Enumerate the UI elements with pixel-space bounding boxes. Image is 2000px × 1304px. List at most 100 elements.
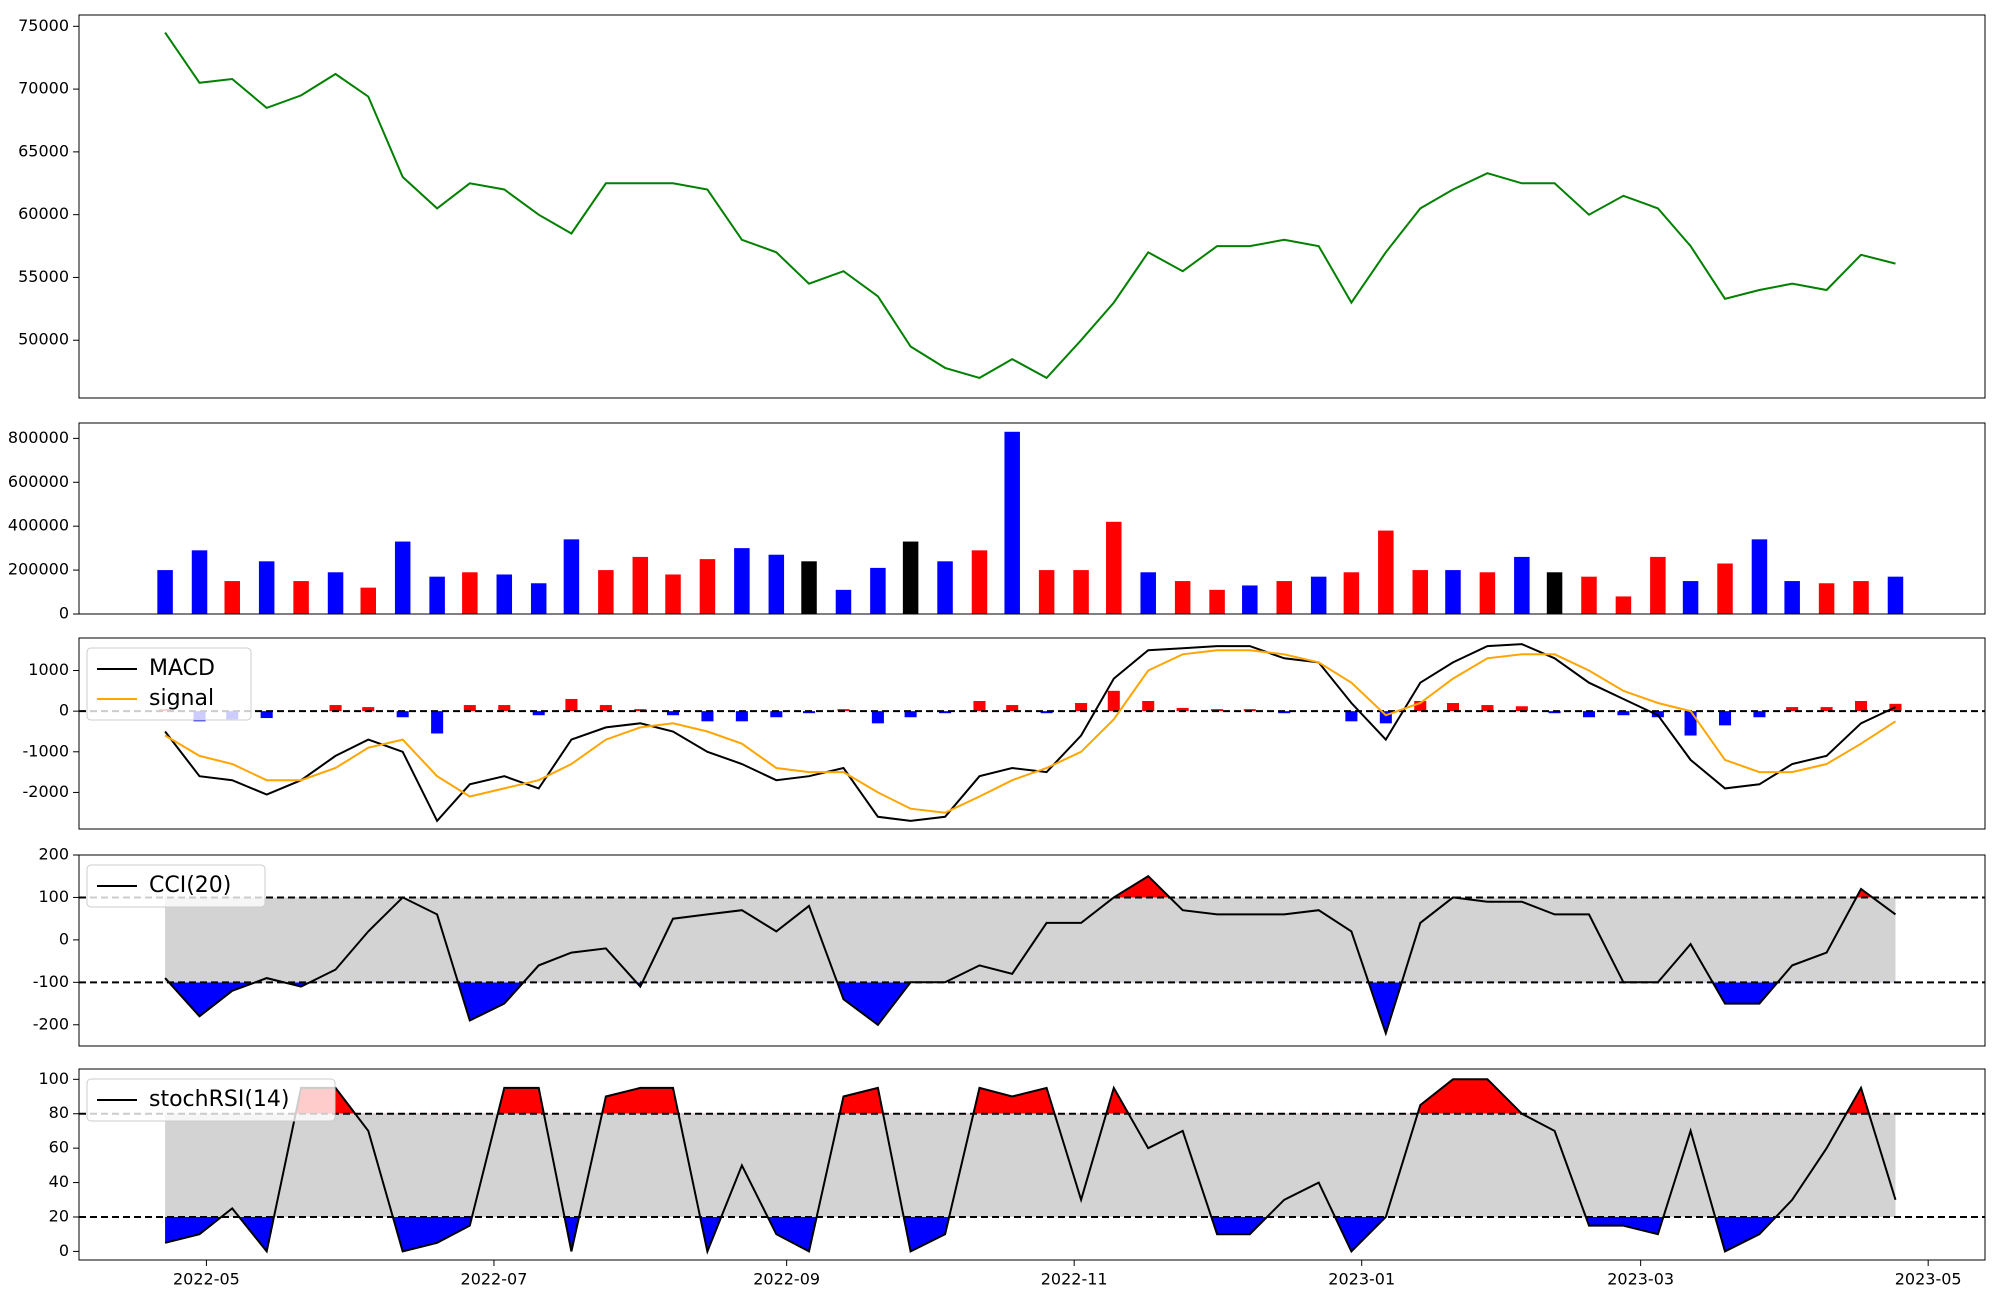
- volume-bar: [360, 587, 377, 614]
- volume-bar: [1242, 585, 1258, 614]
- volume-bar: [429, 576, 445, 614]
- y-tick-label: 80: [49, 1103, 69, 1122]
- volume-bar: [224, 581, 240, 614]
- volume-bar: [632, 556, 649, 614]
- volume-bar: [258, 561, 275, 614]
- volume-bar: [327, 572, 344, 614]
- legend-box: [86, 864, 266, 908]
- price-line: [164, 32, 1896, 380]
- plot-frame: [78, 637, 1986, 830]
- legend-label: MACD: [149, 656, 215, 681]
- x-tick-label: 2022-07: [461, 1270, 528, 1289]
- histogram-bar: [599, 705, 612, 712]
- y-tick-label: 600000: [8, 472, 69, 491]
- plot-frame: [78, 854, 1986, 1047]
- volume-bar: [157, 570, 173, 614]
- y-tick-label: 60: [49, 1138, 69, 1157]
- histogram-bar: [666, 711, 680, 716]
- histogram-bar: [871, 711, 884, 724]
- histogram-bar: [329, 705, 342, 712]
- histogram-bar: [565, 698, 578, 712]
- y-tick-label: 800000: [8, 428, 69, 447]
- volume-bar: [1514, 556, 1530, 614]
- histogram-bar: [1040, 711, 1053, 714]
- histogram-bar: [498, 705, 511, 712]
- volume-bar: [1853, 581, 1869, 614]
- volume-bar: [768, 554, 785, 614]
- volume-bar: [1106, 521, 1122, 614]
- plot-frame: [78, 422, 1986, 615]
- y-tick-label: 55000: [18, 267, 69, 286]
- volume-bar: [1650, 556, 1666, 614]
- volume-bar: [1818, 583, 1835, 614]
- y-tick-label: 0: [59, 604, 69, 623]
- volume-bar: [1343, 572, 1360, 614]
- band: [165, 1113, 1896, 1217]
- y-tick-label: 60000: [18, 204, 69, 223]
- y-tick-label: 0: [59, 701, 69, 720]
- histogram-bar: [1278, 711, 1291, 714]
- plot-frame: [78, 14, 1986, 399]
- histogram-bar: [803, 711, 816, 714]
- histogram-bar: [1820, 707, 1833, 712]
- volume-bar: [1717, 563, 1733, 614]
- histogram-bar: [973, 700, 986, 712]
- series-line: [164, 874, 1897, 1037]
- volume-bar: [598, 570, 614, 614]
- x-tick-label: 2022-05: [173, 1270, 240, 1289]
- x-tick-label: 2023-03: [1607, 1270, 1674, 1289]
- histogram-bar: [1345, 711, 1358, 722]
- legend-box: [86, 1078, 336, 1122]
- volume-bar: [1073, 570, 1089, 614]
- y-tick-label: 70000: [18, 79, 69, 98]
- histogram-bar: [1107, 690, 1120, 712]
- histogram-bar: [1176, 707, 1189, 712]
- volume-bar: [902, 541, 919, 614]
- histogram-bar: [837, 709, 850, 712]
- volume-bar: [870, 567, 886, 614]
- x-tick-label: 2022-09: [753, 1270, 820, 1289]
- legend-box: [86, 647, 252, 721]
- x-tick-label: 2023-01: [1328, 1270, 1395, 1289]
- series-line: [164, 643, 1896, 823]
- y-tick-label: -100: [33, 972, 69, 991]
- volume-bar: [191, 550, 208, 614]
- y-tick-label: -2000: [23, 782, 70, 801]
- histogram-bar: [1718, 711, 1732, 726]
- volume-bar: [1004, 431, 1020, 614]
- histogram-bar: [396, 711, 409, 718]
- volume-bar: [699, 559, 716, 614]
- volume-bar: [1209, 589, 1225, 614]
- volume-bar: [971, 550, 988, 614]
- volume-bar: [1174, 581, 1191, 614]
- volume-bar: [665, 574, 681, 614]
- volume-bar: [293, 581, 309, 614]
- histogram-bar: [1548, 711, 1561, 714]
- volume-bar: [1887, 576, 1904, 614]
- y-tick-label: 0: [59, 929, 69, 948]
- histogram-bar: [532, 711, 545, 716]
- series-line: [164, 649, 1897, 814]
- histogram-bar: [463, 705, 476, 712]
- y-tick-label: 65000: [18, 141, 69, 160]
- histogram-bar: [904, 711, 917, 718]
- histogram-bar: [1446, 703, 1459, 712]
- histogram-bar: [1786, 707, 1799, 712]
- y-tick-label: -1000: [23, 741, 70, 760]
- histogram-bar: [1753, 711, 1766, 718]
- legend-label: CCI(20): [149, 873, 231, 898]
- volume-bar: [1310, 576, 1327, 614]
- volume-bar: [1378, 530, 1394, 614]
- volume-bar: [801, 561, 817, 614]
- histogram-bar: [1582, 711, 1596, 718]
- volume-bar: [1276, 581, 1292, 614]
- histogram-bar: [362, 707, 375, 712]
- y-tick-label: 0: [59, 1241, 69, 1260]
- x-tick-label: 2022-11: [1041, 1270, 1108, 1289]
- volume-bar: [1445, 570, 1461, 614]
- histogram-bar: [1243, 709, 1256, 712]
- volume-bar: [937, 561, 953, 614]
- volume-bar: [1038, 570, 1055, 614]
- volume-bar: [394, 541, 411, 614]
- volume-bar: [462, 572, 478, 614]
